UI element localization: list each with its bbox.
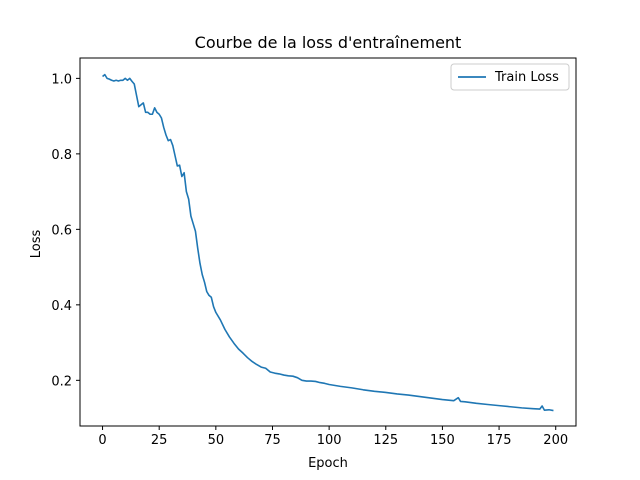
x-axis-label: Epoch [308, 456, 348, 471]
chart-title: Courbe de la loss d'entraînement [195, 33, 462, 52]
x-tick-label: 75 [264, 433, 281, 448]
series-line-1 [102, 73, 554, 412]
x-tick-label: 175 [487, 433, 512, 448]
axes-frame [79, 57, 577, 427]
x-tick-label: 50 [208, 433, 225, 448]
plot-area: 0 25 50 75 100 125 150 175 200 0.2 0.4 0.6 0.8 1.0 Tra… [51, 57, 577, 448]
x-tick-label: 200 [543, 433, 568, 448]
x-tick-label: 125 [373, 433, 398, 448]
legend-entry-label: Train Loss [494, 70, 559, 85]
legend-box [450, 63, 570, 91]
y-axis-label: Loss [29, 230, 44, 259]
x-tick-label: 150 [430, 433, 455, 448]
y-tick-label: 0.6 [51, 223, 72, 238]
y-tick-label: 1.0 [51, 72, 72, 87]
y-tick-label: 0.8 [51, 148, 72, 163]
x-tick-label: 25 [151, 433, 168, 448]
x-tick-label: 0 [98, 433, 106, 448]
y-tick-label: 0.4 [51, 299, 72, 314]
y-tick-label: 0.2 [51, 374, 72, 389]
x-tick-label: 100 [317, 433, 342, 448]
